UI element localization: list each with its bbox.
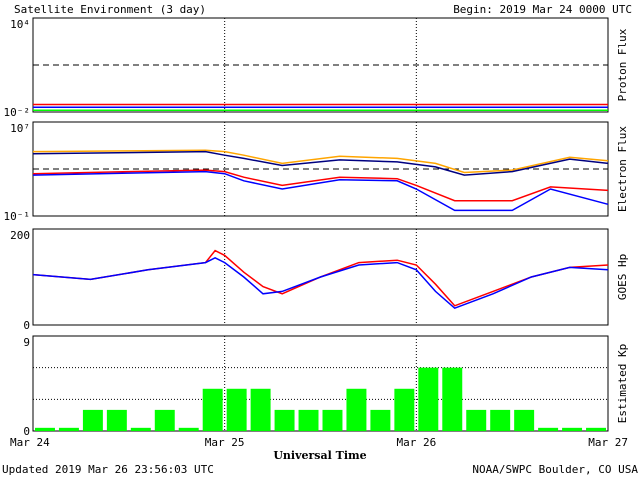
y-tick-bottom: 10⁻² [4, 106, 31, 119]
y-axis-label: Estimated Kp [616, 344, 629, 423]
series-orange [32, 149, 609, 174]
kp-bar [322, 409, 343, 431]
kp-bar [35, 427, 55, 431]
kp-bar [154, 409, 175, 431]
y-tick-bottom: 0 [23, 319, 30, 332]
kp-bar [250, 388, 271, 431]
y-tick-top: 10⁴ [10, 18, 30, 31]
panel-frame [32, 335, 609, 432]
panels: 10⁴ 10⁻² Proton Flux 10⁷ 10⁻¹ Electron Flux 20… [4, 17, 629, 438]
x-tick-label: Mar 27 [588, 436, 628, 449]
kp-bar [442, 367, 463, 431]
kp-bar [562, 427, 583, 431]
series-navy [32, 150, 609, 176]
panel-frame [32, 17, 609, 113]
x-tick-label: Mar 26 [396, 436, 436, 449]
kp-bar [538, 427, 559, 431]
kp-bar [394, 388, 415, 431]
kp-bar [226, 388, 247, 431]
y-axis-label: GOES Hp [616, 254, 629, 300]
y-tick-top: 9 [23, 336, 30, 349]
updated-timestamp: Updated 2019 Mar 26 23:56:03 UTC [2, 463, 214, 476]
series-blue [32, 170, 609, 212]
kp-bar [490, 409, 511, 431]
kp-bar [466, 409, 487, 431]
y-tick-bottom: 10⁻¹ [4, 210, 31, 223]
panel-1: 10⁴ 10⁻² Proton Flux [4, 17, 629, 119]
panel-4: 9 0 Estimated Kp [23, 335, 629, 438]
kp-bar [586, 427, 606, 431]
panel-3: 200 0 GOES Hp [10, 228, 629, 332]
chart-title: Satellite Environment (3 day) [14, 3, 206, 16]
series-red [32, 169, 609, 202]
panel-2: 10⁷ 10⁻¹ Electron Flux [4, 121, 629, 223]
y-tick-top: 200 [10, 229, 30, 242]
kp-bar [418, 367, 439, 431]
kp-bar [178, 427, 199, 431]
y-axis-label: Electron Flux [616, 126, 629, 212]
x-tick-labels: Mar 24 Mar 25 Mar 26 Mar 27 [10, 436, 628, 449]
kp-bar [274, 409, 295, 431]
kp-bar [514, 409, 535, 431]
y-tick-top: 10⁷ [10, 122, 30, 135]
kp-bar [130, 427, 151, 431]
kp-bar [58, 427, 79, 431]
y-axis-label: Proton Flux [616, 28, 629, 101]
x-tick-label: Mar 24 [10, 436, 50, 449]
kp-bar [346, 388, 367, 431]
kp-bar [298, 409, 319, 431]
kp-bar [202, 388, 223, 431]
credit: NOAA/SWPC Boulder, CO USA [472, 463, 638, 476]
y-tick-bottom: 0 [23, 425, 30, 438]
kp-bar [82, 409, 103, 431]
panel-frame [32, 228, 609, 326]
begin-time: Begin: 2019 Mar 24 0000 UTC [453, 3, 632, 16]
series-red [32, 249, 609, 307]
kp-bar [106, 409, 127, 431]
x-axis-label: Universal Time [273, 449, 366, 462]
x-tick-label: Mar 25 [205, 436, 245, 449]
series-blue [32, 256, 609, 310]
kp-bar [370, 409, 391, 431]
